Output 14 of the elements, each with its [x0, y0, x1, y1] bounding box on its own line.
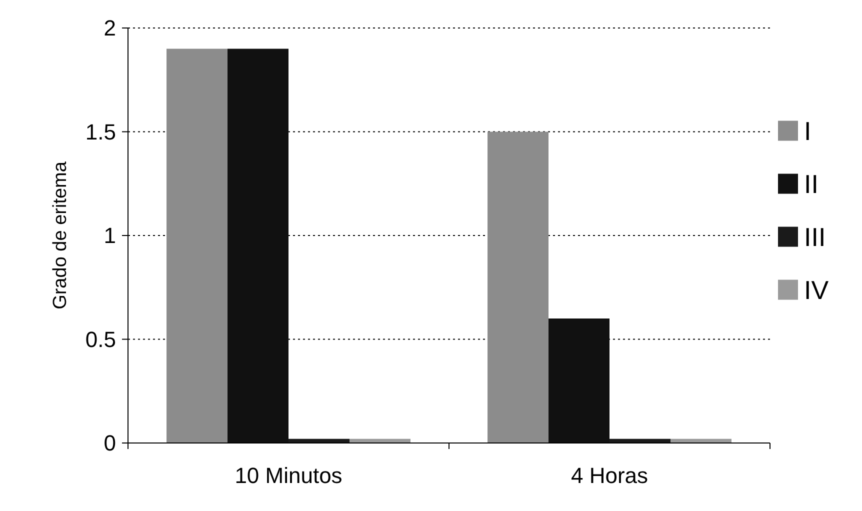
y-tick-label: 2	[104, 16, 116, 41]
y-tick-label: 0	[104, 430, 116, 456]
legend-label: II	[804, 168, 818, 199]
legend-label: IV	[804, 274, 830, 305]
y-axis-title: Grado de eritema	[50, 161, 71, 310]
legend-label: III	[804, 222, 826, 252]
y-tick-label: 0.5	[85, 326, 116, 352]
x-tick-label: 10 Minutos	[234, 463, 342, 488]
bar	[166, 48, 228, 443]
legend-label: I	[804, 116, 812, 146]
y-tick-label: 1	[104, 223, 116, 248]
y-tick-label: 1.5	[85, 119, 116, 144]
x-tick-label: 4 Horas	[570, 463, 648, 488]
bar	[488, 132, 549, 443]
